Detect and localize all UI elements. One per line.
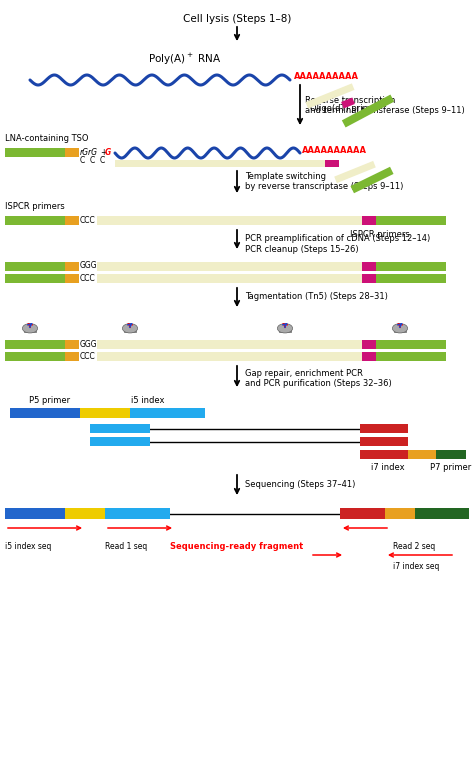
Text: by reverse transcriptase (Steps 9–11): by reverse transcriptase (Steps 9–11) bbox=[245, 182, 403, 191]
Bar bbox=[97, 274, 362, 283]
Text: +: + bbox=[100, 147, 106, 157]
Text: GGG: GGG bbox=[80, 262, 98, 270]
Polygon shape bbox=[350, 167, 393, 193]
Text: GGG: GGG bbox=[80, 339, 98, 349]
Bar bbox=[105, 508, 170, 519]
Bar bbox=[362, 274, 376, 283]
Bar bbox=[130, 408, 205, 418]
Bar bbox=[5, 274, 65, 283]
Bar bbox=[393, 328, 407, 332]
Polygon shape bbox=[342, 95, 394, 128]
Polygon shape bbox=[341, 97, 355, 108]
Bar bbox=[65, 352, 79, 361]
Ellipse shape bbox=[22, 324, 37, 333]
Bar bbox=[362, 262, 376, 271]
Bar bbox=[65, 262, 79, 271]
Bar bbox=[362, 216, 376, 225]
Bar bbox=[325, 160, 339, 167]
Text: AAAAAAAAAA: AAAAAAAAAA bbox=[302, 146, 367, 154]
Text: i7 index seq: i7 index seq bbox=[393, 562, 439, 571]
Bar bbox=[65, 148, 79, 157]
Text: P5 primer: P5 primer bbox=[29, 396, 71, 405]
Text: Sequencing (Steps 37–41): Sequencing (Steps 37–41) bbox=[245, 480, 356, 488]
Text: i7 index: i7 index bbox=[371, 463, 405, 472]
Text: G: G bbox=[105, 147, 111, 157]
Text: Tagmentation (Tn5) (Steps 28–31): Tagmentation (Tn5) (Steps 28–31) bbox=[245, 292, 388, 300]
Bar bbox=[436, 450, 466, 459]
Bar bbox=[5, 148, 65, 157]
Bar bbox=[5, 262, 65, 271]
Text: CCC: CCC bbox=[80, 351, 96, 361]
Bar bbox=[408, 450, 436, 459]
Text: AAAAAAAAAA: AAAAAAAAAA bbox=[294, 71, 359, 81]
Text: i5 index seq: i5 index seq bbox=[5, 542, 51, 551]
Bar bbox=[376, 216, 446, 225]
Bar bbox=[90, 424, 150, 433]
Text: and PCR purification (Steps 32–36): and PCR purification (Steps 32–36) bbox=[245, 379, 392, 387]
Text: Sequencing-ready fragment: Sequencing-ready fragment bbox=[170, 542, 304, 551]
Bar bbox=[65, 340, 79, 349]
Bar bbox=[360, 424, 408, 433]
Bar bbox=[24, 328, 36, 332]
Bar bbox=[65, 216, 79, 225]
Bar bbox=[5, 340, 65, 349]
Bar bbox=[97, 216, 362, 225]
Bar bbox=[80, 408, 130, 418]
Ellipse shape bbox=[277, 324, 292, 333]
Text: PCR cleanup (Steps 15–26): PCR cleanup (Steps 15–26) bbox=[245, 245, 359, 253]
Text: C  C  C: C C C bbox=[80, 155, 105, 165]
Bar bbox=[360, 450, 408, 459]
Text: ISPCR primers: ISPCR primers bbox=[5, 202, 65, 211]
Text: Template switching: Template switching bbox=[245, 172, 326, 180]
Text: Poly(A)$^+$ RNA: Poly(A)$^+$ RNA bbox=[148, 52, 222, 67]
Bar bbox=[376, 262, 446, 271]
Text: rGrG: rGrG bbox=[80, 147, 98, 157]
Bar bbox=[376, 340, 446, 349]
Bar bbox=[360, 437, 408, 446]
Bar bbox=[5, 508, 65, 519]
Text: Gap repair, enrichment PCR: Gap repair, enrichment PCR bbox=[245, 368, 363, 378]
Text: CCC: CCC bbox=[80, 216, 96, 224]
Bar bbox=[97, 340, 362, 349]
Text: Cell lysis (Steps 1–8): Cell lysis (Steps 1–8) bbox=[183, 14, 291, 24]
Polygon shape bbox=[334, 161, 376, 183]
Bar bbox=[415, 508, 469, 519]
Ellipse shape bbox=[122, 324, 137, 333]
Bar bbox=[97, 352, 362, 361]
Bar bbox=[385, 508, 415, 519]
Bar bbox=[90, 437, 150, 446]
Bar bbox=[362, 340, 376, 349]
Bar bbox=[279, 328, 292, 332]
Bar bbox=[340, 508, 385, 519]
Text: P7 primer: P7 primer bbox=[430, 463, 472, 472]
Text: i5 index: i5 index bbox=[131, 396, 165, 405]
Bar bbox=[376, 352, 446, 361]
Text: Read 2 seq: Read 2 seq bbox=[393, 542, 435, 551]
Text: and terminal transferase (Steps 9–11): and terminal transferase (Steps 9–11) bbox=[305, 106, 465, 114]
Polygon shape bbox=[306, 83, 355, 109]
Ellipse shape bbox=[392, 324, 408, 333]
Bar bbox=[5, 216, 65, 225]
Bar bbox=[65, 508, 105, 519]
Text: LNA-containing TSO: LNA-containing TSO bbox=[5, 134, 89, 143]
Bar bbox=[5, 352, 65, 361]
Text: Oligo(dT) primer: Oligo(dT) primer bbox=[310, 103, 380, 112]
Bar bbox=[97, 262, 362, 271]
Text: Read 1 seq: Read 1 seq bbox=[105, 542, 147, 551]
Text: PCR preamplification of cDNA (Steps 12–14): PCR preamplification of cDNA (Steps 12–1… bbox=[245, 234, 430, 242]
Bar bbox=[10, 408, 80, 418]
Bar bbox=[124, 328, 137, 332]
Bar bbox=[65, 274, 79, 283]
Bar bbox=[115, 160, 325, 167]
Bar bbox=[376, 274, 446, 283]
Text: Reverse transcription: Reverse transcription bbox=[305, 96, 395, 104]
Text: CCC: CCC bbox=[80, 274, 96, 282]
Text: ISPCR primers: ISPCR primers bbox=[350, 230, 410, 239]
Bar bbox=[362, 352, 376, 361]
